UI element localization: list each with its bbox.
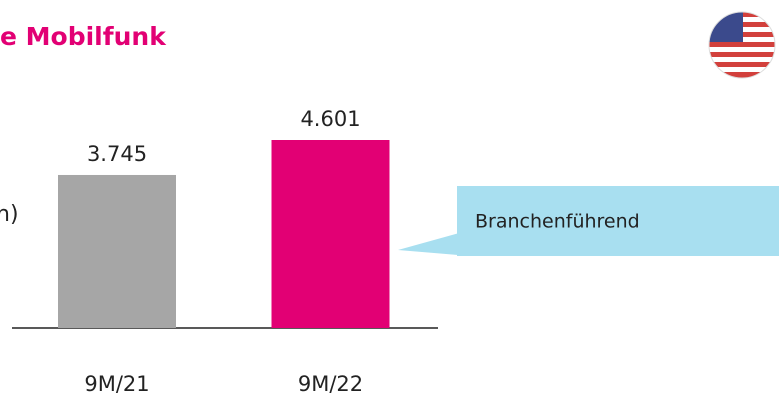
slide-title: e Mobilfunk	[0, 22, 167, 51]
side-label: h)	[0, 202, 19, 227]
callout-pointer	[398, 230, 470, 256]
x-tick-label: 9M/21	[84, 372, 149, 396]
flag-ring	[708, 11, 776, 79]
value-label: 4.601	[300, 107, 360, 131]
callout-text: Branchenführend	[475, 211, 640, 233]
x-tick-label: 9M/22	[298, 372, 363, 396]
bar	[271, 140, 390, 328]
bar	[58, 174, 176, 328]
value-label: 3.745	[87, 142, 147, 166]
callout-box	[457, 186, 779, 256]
